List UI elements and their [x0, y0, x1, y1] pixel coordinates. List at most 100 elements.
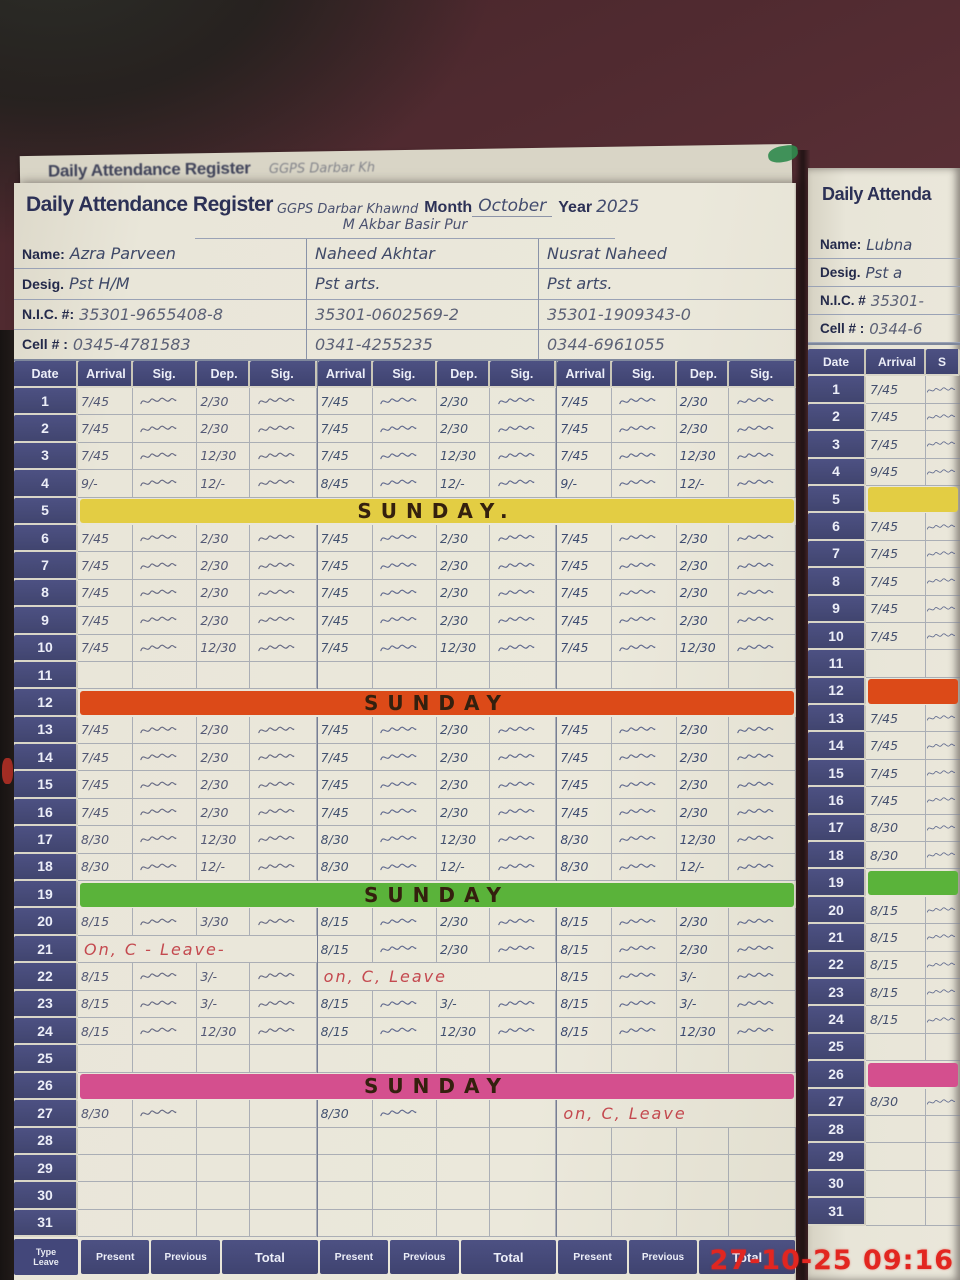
signature-cell: [372, 853, 437, 882]
desig-label: Desig.: [820, 265, 861, 280]
arrival-value: 8/15: [866, 896, 926, 925]
teacher-1-cells: On, C - Leave-: [78, 936, 317, 964]
arrival-value: [866, 1033, 926, 1062]
signature-cell: [249, 1182, 317, 1210]
signature-cell: [489, 524, 557, 553]
signature-cell: [612, 1209, 677, 1238]
total-header: Total: [699, 1240, 796, 1275]
arrival-value: 8/15: [557, 1017, 613, 1046]
departure-value: [676, 1209, 730, 1238]
signature-cell: [489, 442, 557, 471]
teacher1-cell: 0345-4781583: [72, 334, 191, 354]
signature-icon: [497, 397, 534, 405]
departure-value: [676, 1154, 730, 1183]
arrival-value: 8/30: [866, 1088, 926, 1116]
attendance-row: 10 7/45 12/30 7/45 12/30 7/45 12/30: [14, 634, 796, 662]
signature-icon: [926, 743, 956, 749]
departure-value: 2/30: [676, 415, 730, 443]
signature-cell: [926, 431, 960, 459]
signature-icon: [258, 534, 295, 542]
signature-icon: [619, 534, 656, 542]
date-cell: 29: [14, 1154, 78, 1183]
sunday-band: [868, 870, 958, 896]
arrival-value: 7/45: [78, 716, 133, 745]
teacher-info-col-3: Nusrat Naheed Pst arts. 35301-1909343-0 …: [538, 239, 796, 359]
sunday-row: 26 SUNDAY: [14, 1072, 796, 1101]
arrival-value: [866, 650, 926, 678]
signature-cell: [372, 579, 437, 608]
departure-value: 2/30: [676, 771, 730, 799]
date-cell: 20: [808, 896, 866, 925]
signature-cell: [612, 1017, 677, 1046]
date-cell: 18: [808, 842, 866, 870]
signature-icon: [619, 918, 656, 925]
arrival-value: 8/15: [866, 978, 926, 1007]
teacher-1-cells: [78, 661, 317, 690]
signature-icon: [258, 616, 295, 624]
teacher-3-cells: 8/15 2/30: [556, 908, 796, 936]
date-cell: 21: [808, 924, 866, 952]
signature-cell: [729, 470, 796, 498]
signature-cell: [249, 716, 317, 745]
date-cell: 9: [14, 607, 78, 635]
signature-icon: [737, 589, 774, 597]
signature-icon: [737, 562, 774, 569]
arrival-value: 7/45: [317, 634, 373, 662]
sig-header: Sig.: [612, 361, 677, 388]
signature-icon: [619, 1027, 656, 1035]
date-cell: 31: [14, 1209, 78, 1238]
signature-cell: [612, 579, 677, 608]
arrival-value: [557, 1127, 613, 1155]
sig-header: Sig.: [372, 361, 437, 388]
teacher-1-cells: 7/45 2/30: [78, 798, 317, 827]
date-cell: 16: [808, 787, 866, 815]
arrival-value: [557, 1045, 613, 1073]
signature-cell: [489, 1045, 557, 1073]
signature-cell: [729, 552, 796, 580]
signature-cell: [249, 552, 317, 580]
teacher-3-cells: [556, 1209, 796, 1238]
date-cell: 25: [14, 1045, 78, 1073]
signature-icon: [926, 633, 956, 639]
signature-cell: [729, 963, 796, 991]
signature-icon: [379, 562, 417, 569]
signature-cell: [926, 1006, 960, 1034]
signature-cell: [612, 1182, 677, 1210]
teacher1-name: Azra Parveen: [69, 244, 176, 264]
departure-value: 2/30: [676, 524, 730, 553]
signature-cell: [612, 744, 677, 772]
sunday-label: SUNDAY: [363, 1074, 511, 1099]
arrival-value: 9/-: [557, 470, 613, 498]
arrival-value: 7/45: [557, 415, 613, 443]
attendance-row: 15 7/45 2/30 7/45 2/30 7/45 2/30: [14, 771, 796, 799]
signature-icon: [258, 452, 295, 460]
date-cell: 15: [14, 771, 78, 799]
sunday-row: 26: [808, 1061, 960, 1089]
arrival-value: 7/45: [866, 595, 926, 623]
teacher3-nic: 35301-1909343-0: [547, 304, 691, 324]
signature-icon: [497, 534, 534, 542]
previous-header: Previous: [151, 1240, 220, 1275]
sig-header: Sig.: [132, 361, 198, 388]
signature-icon: [737, 1000, 774, 1007]
arrival-header: Arrival: [317, 361, 373, 388]
attendance-row: 14 7/45: [808, 732, 960, 760]
signature-cell: [612, 771, 677, 799]
signature-icon: [926, 606, 956, 612]
teacher-2-cells: [316, 1045, 557, 1073]
signature-cell: [612, 963, 677, 991]
signature-cell: [729, 908, 796, 936]
teacher-3-cells: [556, 1045, 796, 1073]
signature-icon: [497, 1027, 534, 1035]
signature-cell: [729, 388, 796, 416]
arrival-value: 7/45: [866, 732, 926, 760]
teacher-1-cells: 9/- 12/-: [78, 470, 317, 498]
signature-cell: [132, 552, 198, 580]
arrival-value: 8/15: [557, 963, 613, 991]
departure-value: 12/-: [197, 470, 250, 498]
signature-icon: [379, 480, 417, 487]
school-name-line2: M Akbar Basir Pur: [195, 217, 615, 239]
dep-header: Dep.: [197, 361, 250, 388]
signature-icon: [737, 945, 774, 953]
signature-icon: [737, 397, 774, 405]
